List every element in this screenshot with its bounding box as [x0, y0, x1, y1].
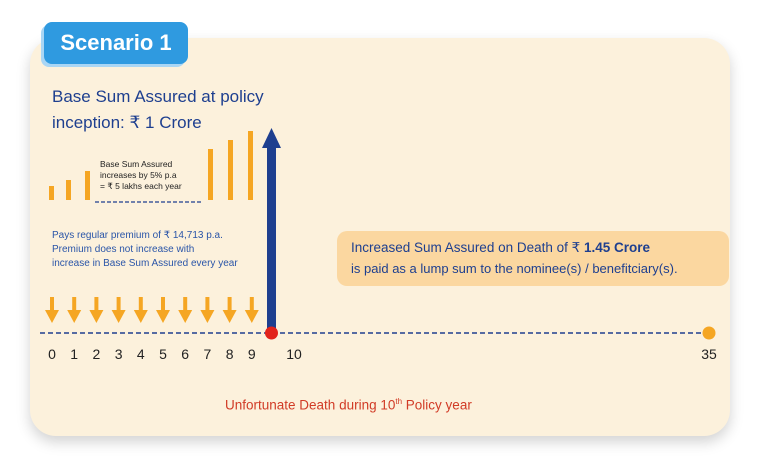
premium-arrow: [244, 297, 259, 323]
year-label: 2: [92, 346, 101, 362]
premium-note-line-1: Pays regular premium of ₹ 14,713 p.a.: [52, 230, 223, 241]
premium-arrow: [156, 297, 170, 323]
year-label: 35: [701, 346, 717, 362]
death-marker-dot: [265, 326, 278, 340]
sum-bar: [85, 171, 90, 200]
scenario-tab: Scenario 1: [44, 22, 188, 64]
sum-bar: [66, 180, 71, 200]
premium-arrow: [222, 297, 237, 323]
year-label: 1: [70, 346, 79, 362]
year-label: 7: [203, 346, 212, 362]
base-sum-line-1: Base Sum Assured at policy: [52, 87, 264, 106]
year-label: 9: [247, 346, 256, 362]
year-label: 5: [159, 346, 167, 362]
sum-bar: [248, 131, 253, 200]
premium-note-line-3: increase in Base Sum Assured every year: [52, 258, 238, 269]
death-payout-line-2: is paid as a lump sum to the nominee(s) …: [351, 261, 678, 276]
year-label: 3: [114, 346, 123, 362]
premium-arrow: [67, 297, 82, 323]
base-sum-assured-text: Base Sum Assured at policy inception: ₹ …: [52, 84, 292, 136]
increase-note-line-2: increases by 5% p.a: [100, 170, 177, 180]
year-label: 8: [225, 346, 234, 362]
premium-arrow: [133, 297, 148, 323]
premium-note: Pays regular premium of ₹ 14,713 p.a. Pr…: [52, 229, 272, 271]
sum-bar: [208, 149, 213, 200]
increase-note-line-1: Base Sum Assured: [100, 159, 173, 169]
year-label: 6: [181, 346, 190, 362]
sum-growth-bars: [49, 131, 253, 200]
death-payout-box: [337, 231, 729, 286]
policy-end-dot: [702, 326, 716, 340]
death-payout-amount: 1.45 Crore: [583, 240, 651, 255]
premium-arrow: [200, 297, 215, 323]
year-label: 10: [286, 346, 302, 362]
sum-bar: [228, 140, 233, 200]
premium-arrow: [89, 297, 104, 323]
sum-bar: [49, 186, 54, 200]
base-sum-line-2: inception: ₹ 1 Crore: [52, 113, 202, 132]
death-caption-post: Policy year: [402, 397, 472, 413]
increase-note: Base Sum Assured increases by 5% p.a = ₹…: [100, 159, 220, 192]
premium-arrows: [45, 297, 259, 323]
premium-arrow: [111, 297, 126, 323]
death-payout-prefix: Increased Sum Assured on Death of ₹: [351, 240, 584, 255]
death-caption-pre: Unfortunate Death during 10: [225, 397, 396, 413]
death-caption: Unfortunate Death during 10th Policy yea…: [225, 397, 472, 413]
death-payout-arrow: [262, 128, 281, 332]
premium-note-line-2: Premium does not increase with: [52, 244, 195, 255]
increase-note-line-3: = ₹ 5 lakhs each year: [100, 181, 182, 191]
year-label: 0: [48, 346, 56, 362]
death-caption-sup: th: [395, 397, 403, 406]
premium-arrow: [178, 297, 193, 323]
year-label: 4: [136, 346, 145, 362]
premium-arrow: [45, 297, 59, 323]
death-payout-line-1: Increased Sum Assured on Death of ₹ 1.45…: [351, 240, 650, 256]
